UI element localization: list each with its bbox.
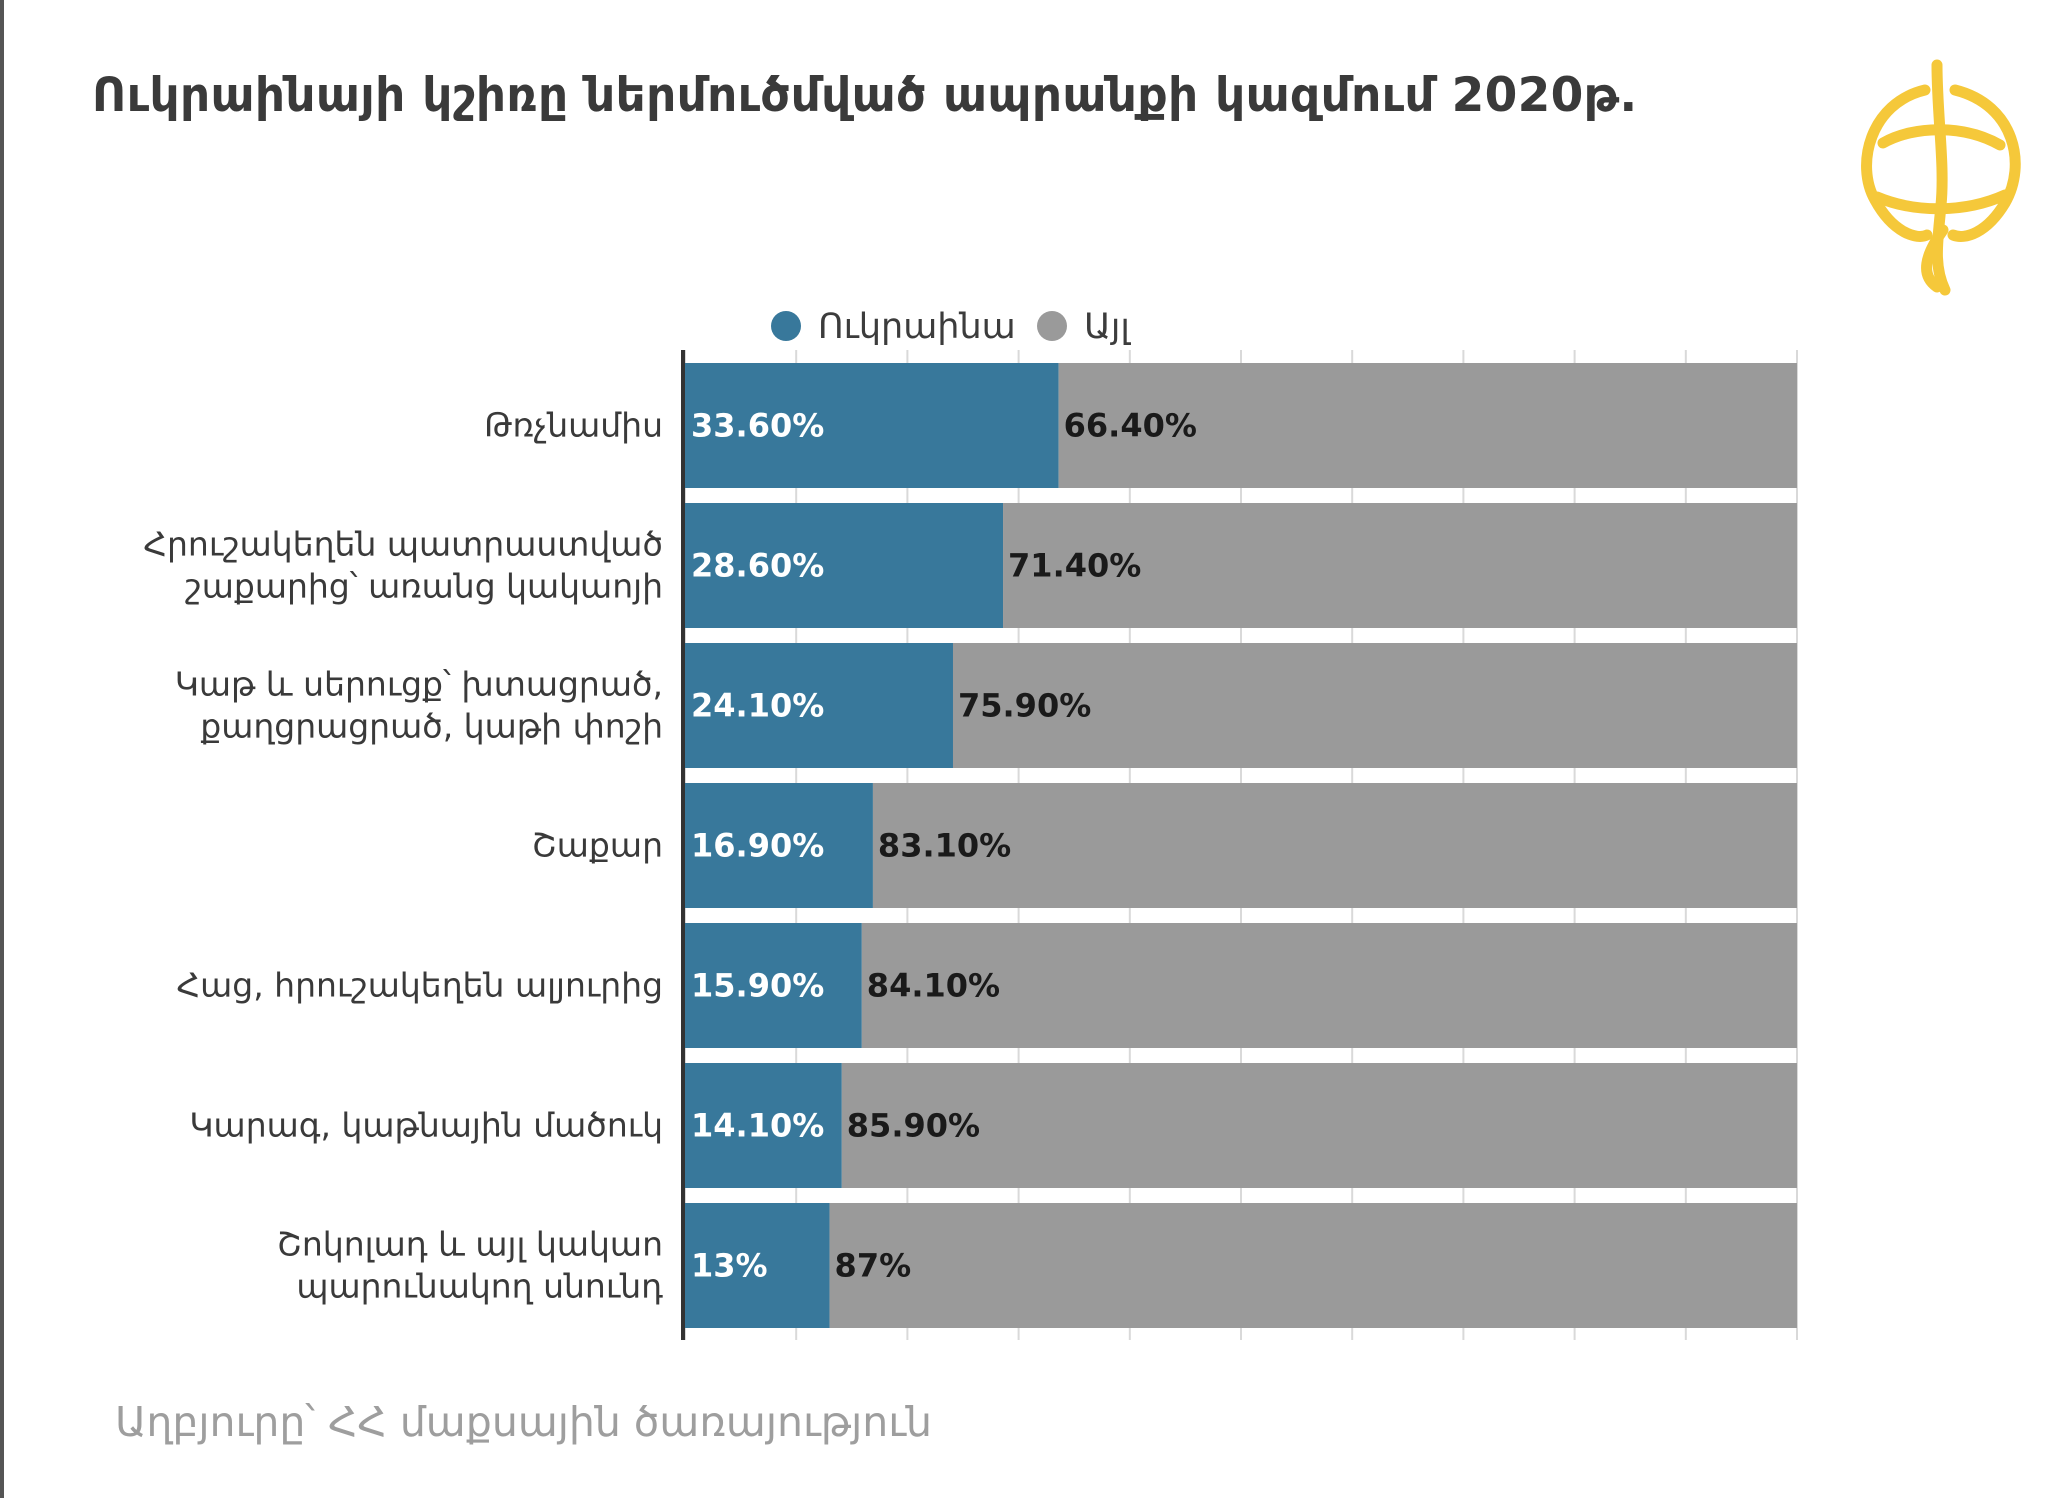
data-label-other: 71.40% — [1008, 547, 1141, 585]
category-label-line: քաղցրացրած, կաթի փոշի — [200, 707, 663, 746]
category-label-line: Շաքար — [532, 826, 663, 865]
category-label: Թռչնամիս — [484, 406, 663, 445]
data-label-other: 85.90% — [847, 1107, 980, 1145]
data-label-ukraine: 13% — [691, 1247, 768, 1285]
category-label-line: Կարագ, կաթնային մածուկ — [189, 1106, 663, 1145]
data-label-ukraine: 33.60% — [691, 407, 824, 445]
category-label: Շոկոլադ և այլ կակաո պարունակող սնունդ — [277, 1225, 663, 1306]
bar-other — [1003, 503, 1797, 628]
legend-label-ukraine: Ուկրաինա — [818, 307, 1016, 347]
bar-ukraine — [685, 363, 1059, 488]
data-label-other: 75.90% — [958, 687, 1091, 725]
category-label: Կաթ և սերուցք՝ խտացրած, քաղցրացրած, կաթի … — [175, 665, 663, 746]
category-label-line: շաքարից՝ առանց կակաոյի — [185, 567, 663, 606]
legend-label-other: Այլ — [1084, 307, 1131, 347]
category-label-line: Հաց, հրուշակեղեն ալյուրից — [177, 966, 663, 1005]
legend-marker-other — [1037, 311, 1067, 341]
data-label-ukraine: 16.90% — [691, 827, 824, 865]
source-note: Աղբյուրը՝ ՀՀ մաքսային ծառայություն — [115, 1398, 932, 1446]
bar-ukraine — [685, 923, 862, 1048]
chart-title: Ուկրաինայի կշիռը ներմուծմված ապրանքի կազ… — [92, 68, 1638, 123]
bar-ukraine — [685, 1063, 842, 1188]
category-label-line: Շոկոլադ և այլ կակաո — [277, 1225, 663, 1264]
bar-other — [841, 1063, 1797, 1188]
category-label: Շաքար — [532, 826, 663, 865]
data-label-ukraine: 14.10% — [691, 1107, 824, 1145]
category-label-line: Թռչնամիս — [484, 406, 663, 445]
bar-other — [872, 783, 1797, 908]
category-label: Հրուշակեղեն պատրաստված շաքարից՝ առանց կակ… — [143, 525, 663, 606]
data-label-ukraine: 24.10% — [691, 687, 824, 725]
bar-other — [1058, 363, 1797, 488]
data-label-other: 66.40% — [1064, 407, 1197, 445]
bar-ukraine — [685, 1203, 830, 1328]
category-label-line: պարունակող սնունդ — [296, 1267, 663, 1306]
category-label: Կարագ, կաթնային մածուկ — [189, 1106, 663, 1145]
category-label: Հաց, հրուշակեղեն ալյուրից — [177, 966, 663, 1005]
bar-other — [829, 1203, 1797, 1328]
category-label-line: Հրուշակեղեն պատրաստված — [143, 525, 663, 564]
data-label-ukraine: 28.60% — [691, 547, 824, 585]
bar-ukraine — [685, 783, 873, 908]
data-label-ukraine: 15.90% — [691, 967, 824, 1005]
data-label-other: 87% — [835, 1247, 912, 1285]
left-edge-rule — [0, 0, 4, 1498]
category-label-line: Կաթ և սերուցք՝ խտացրած, — [175, 665, 663, 704]
data-label-other: 83.10% — [878, 827, 1011, 865]
legend-marker-ukraine — [771, 311, 801, 341]
brand-logo-icon — [1855, 55, 2025, 304]
bar-other — [861, 923, 1797, 1048]
data-label-other: 84.10% — [867, 967, 1000, 1005]
bar-ukraine — [685, 643, 953, 768]
bar-ukraine — [685, 503, 1004, 628]
bar-other — [952, 643, 1797, 768]
